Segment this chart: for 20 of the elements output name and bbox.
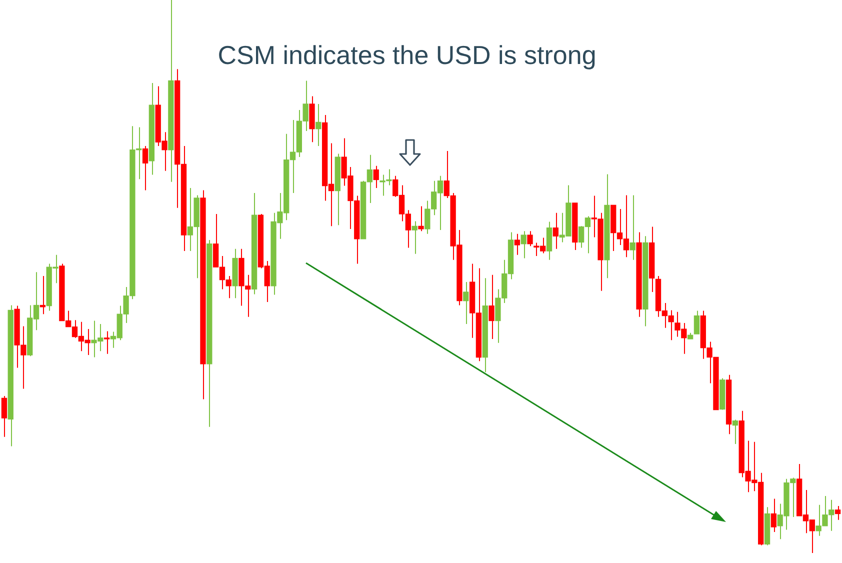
candlestick (732, 419, 738, 445)
candlestick (520, 230, 526, 259)
candlestick (1, 395, 8, 438)
candlestick (418, 206, 424, 232)
candlestick (412, 220, 418, 254)
candlestick (546, 221, 552, 260)
candlestick (770, 498, 776, 532)
candlestick (834, 505, 841, 520)
candlestick (104, 330, 110, 354)
candlestick (463, 282, 469, 325)
candlestick (630, 194, 636, 260)
candlestick (373, 165, 379, 189)
text: CSM indicates the USD is strong (218, 40, 596, 70)
candlestick (142, 145, 148, 191)
candlestick (552, 212, 558, 250)
candlestick (694, 310, 700, 335)
candlestick (514, 233, 520, 256)
candlestick (488, 274, 494, 340)
candlestick (316, 103, 322, 146)
candlestick (527, 230, 533, 247)
